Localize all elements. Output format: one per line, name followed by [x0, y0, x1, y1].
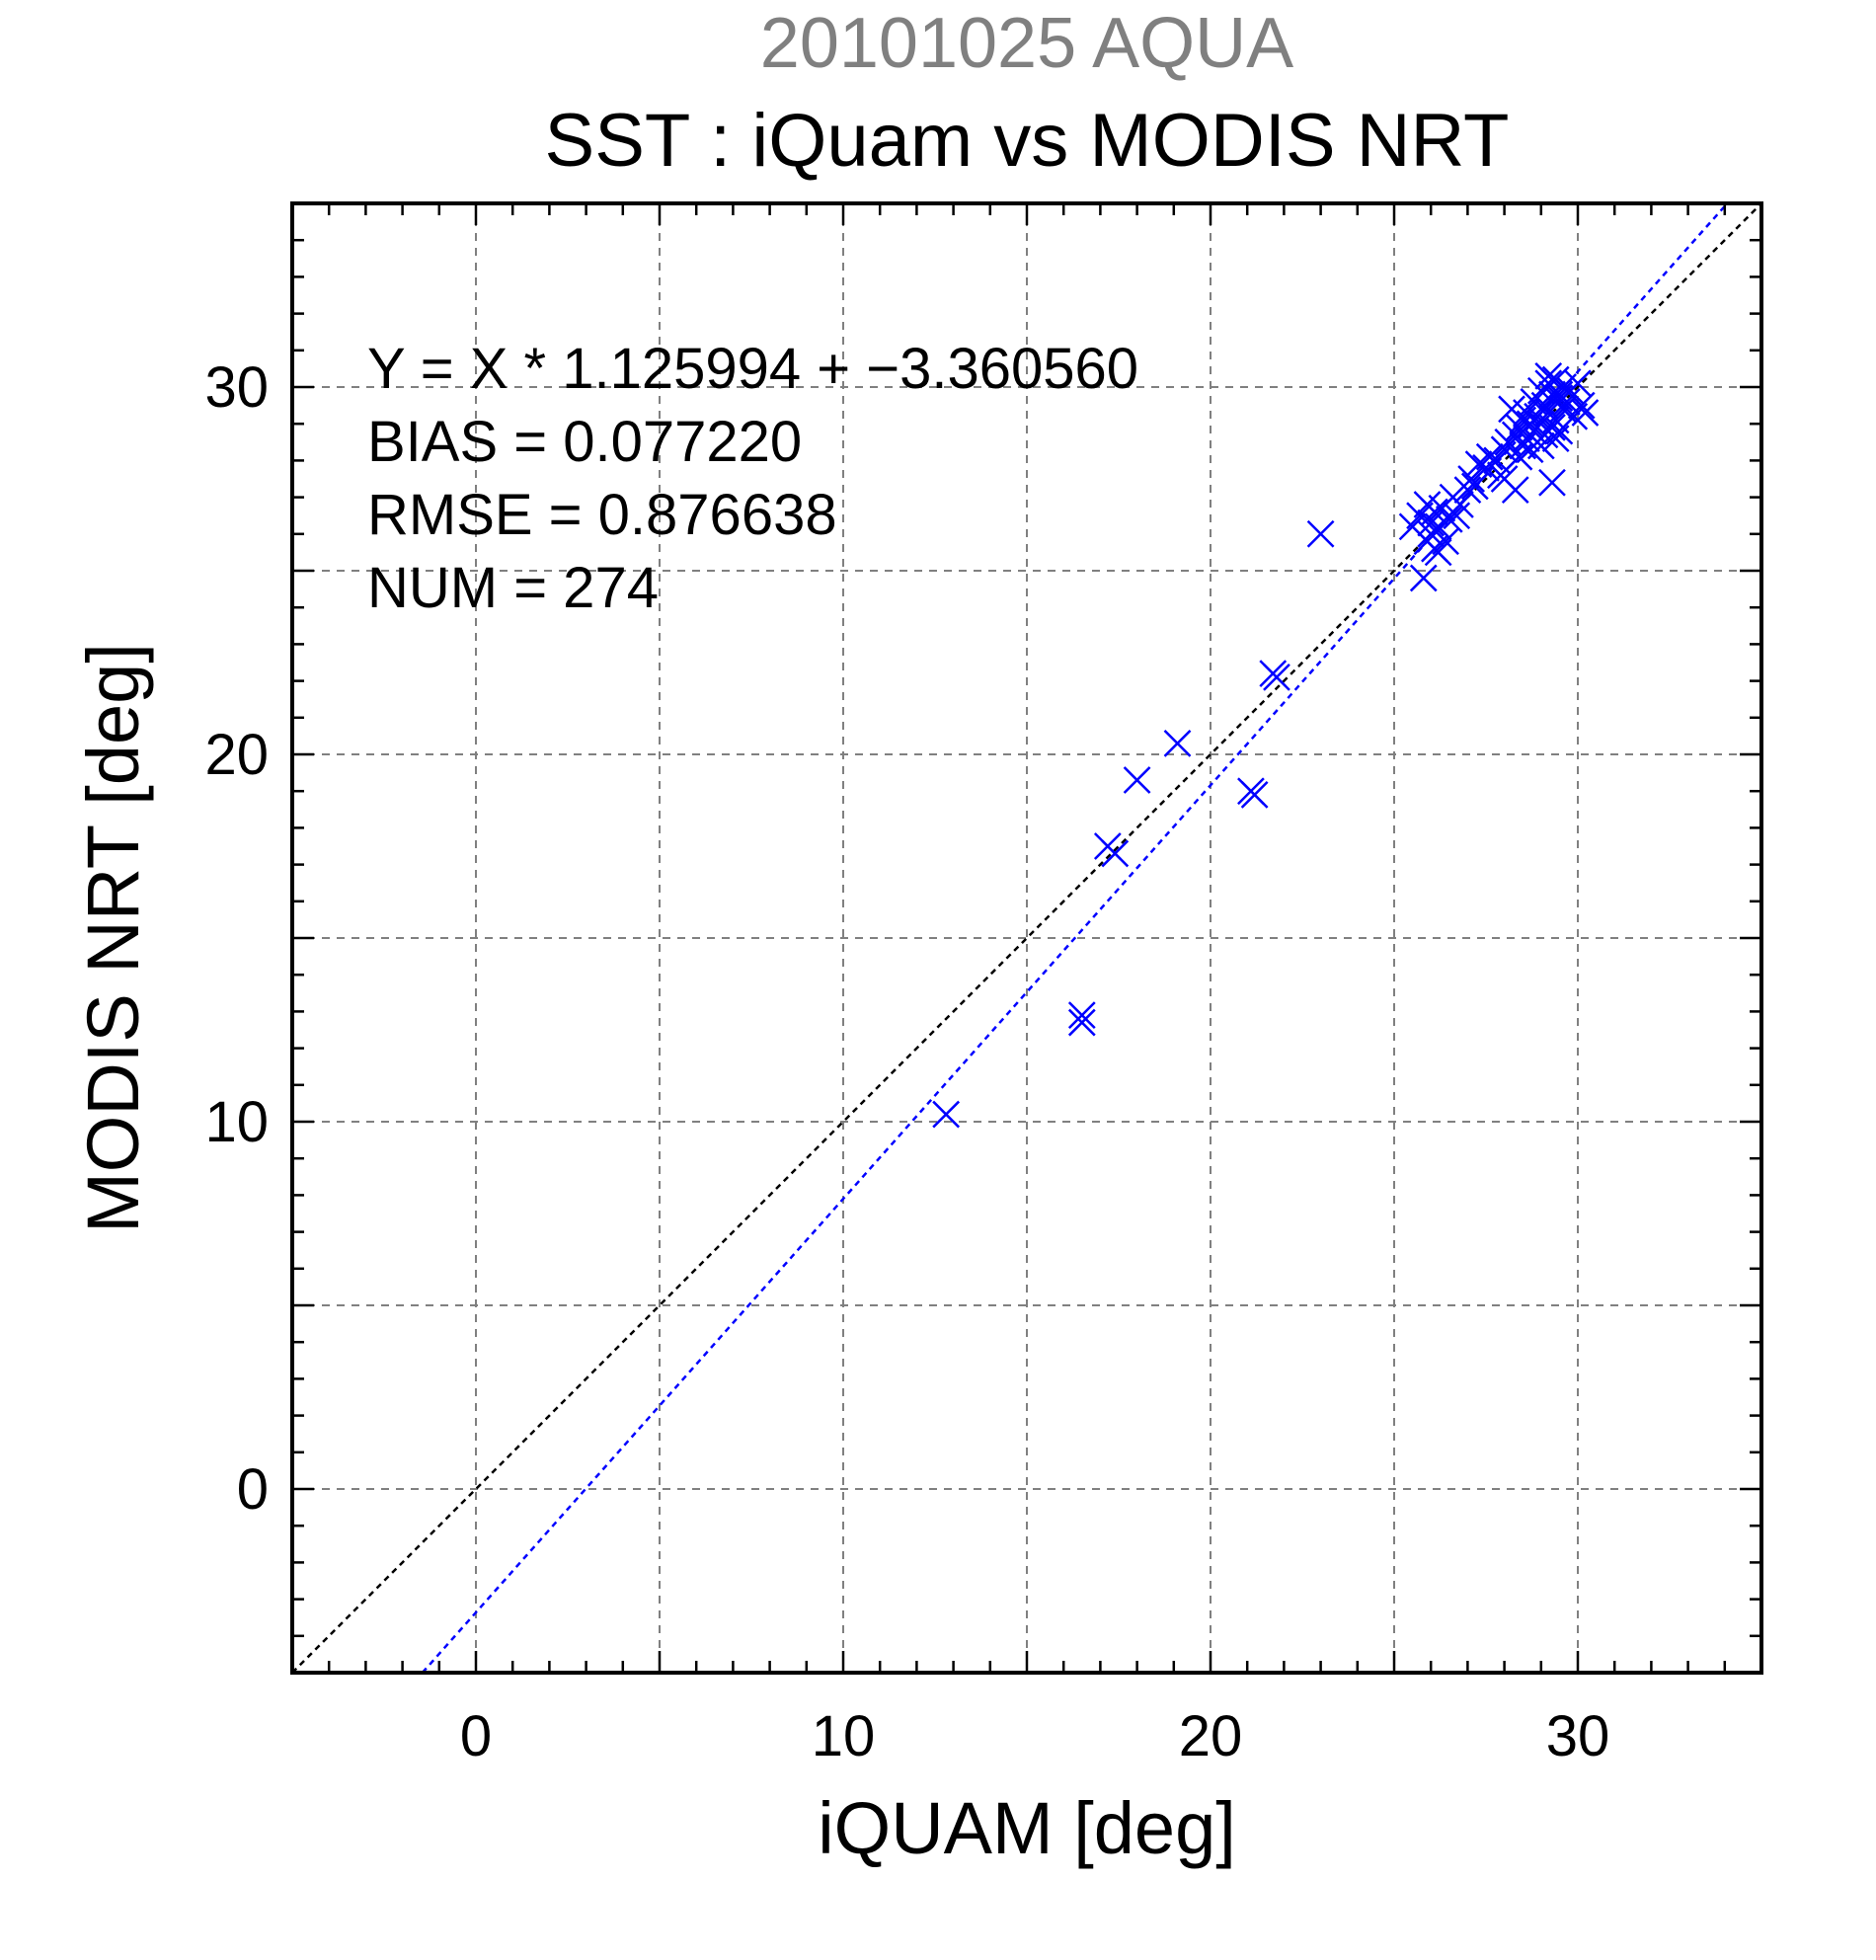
data-point	[1240, 781, 1269, 809]
data-point	[1101, 839, 1130, 868]
data-point	[1460, 472, 1489, 501]
data-point	[1306, 519, 1335, 548]
x-tick-label: 20	[1179, 1704, 1243, 1768]
x-tick-label: 10	[812, 1704, 876, 1768]
sample-count: NUM = 274	[367, 556, 659, 620]
y-tick-label: 20	[204, 723, 269, 787]
data-point	[1538, 414, 1566, 441]
data-point	[1571, 399, 1600, 427]
data-point	[1417, 509, 1446, 537]
tick-labels: 0 10 20 30 0 10 20 30	[204, 355, 1609, 1768]
axis-ticks	[292, 203, 1761, 1673]
y-tick-label: 10	[204, 1090, 269, 1154]
data-point	[1538, 468, 1566, 497]
data-point	[1541, 425, 1570, 452]
data-point	[1526, 431, 1555, 460]
data-point	[1435, 506, 1463, 533]
regression-fit-line	[421, 202, 1729, 1674]
data-point	[1409, 564, 1438, 592]
grid	[292, 203, 1761, 1673]
data-point	[1457, 465, 1486, 493]
data-point	[1067, 1001, 1096, 1030]
bias-value: BIAS = 0.077220	[367, 410, 802, 474]
data-point	[1545, 380, 1574, 409]
regression-equation: Y = X * 1.125994 + −3.360560	[367, 337, 1138, 401]
data-point	[1432, 527, 1459, 556]
y-tick-label: 30	[204, 355, 269, 420]
data-point	[1490, 435, 1519, 464]
date-label: 20101025 AQUA	[760, 4, 1293, 83]
data-point	[1446, 491, 1474, 518]
data-point	[1567, 391, 1596, 420]
data-point	[1534, 361, 1563, 390]
data-point	[1564, 369, 1592, 398]
chart-title: SST : iQuam vs MODIS NRT	[545, 99, 1510, 183]
rmse-value: RMSE = 0.876638	[367, 483, 837, 547]
statistics-block: Y = X * 1.125994 + −3.360560 BIAS = 0.07…	[367, 337, 1138, 620]
data-point	[1443, 502, 1471, 530]
data-point	[1163, 729, 1192, 757]
data-point	[932, 1100, 961, 1129]
data-point	[1475, 442, 1504, 471]
data-point	[1263, 663, 1290, 691]
x-tick-label: 30	[1546, 1704, 1610, 1768]
data-point	[1067, 1008, 1096, 1037]
data-points	[932, 361, 1600, 1129]
x-tick-label: 0	[460, 1704, 492, 1768]
x-axis-label: iQUAM [deg]	[818, 1787, 1236, 1869]
y-axis-label: MODIS NRT [deg]	[72, 643, 154, 1233]
data-point	[1453, 476, 1482, 505]
y-tick-label: 0	[237, 1457, 269, 1522]
data-point	[1490, 465, 1519, 493]
data-point	[1123, 766, 1151, 794]
